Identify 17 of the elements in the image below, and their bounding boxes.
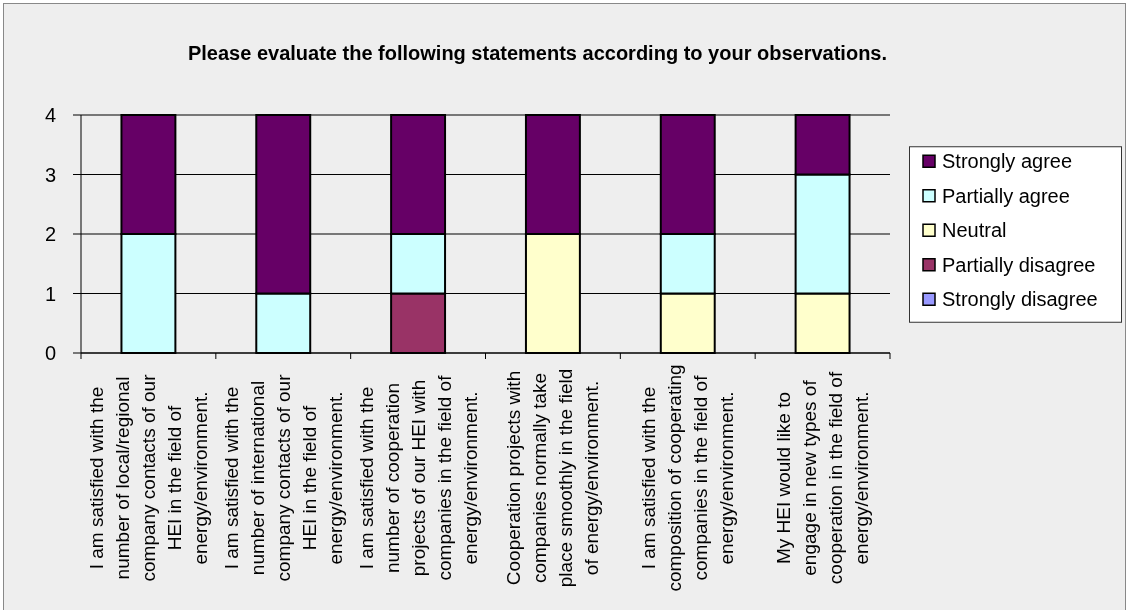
- y-tick-label: 1: [44, 282, 56, 305]
- x-tick-label: I am satisfied with the number of international company contacts of our HEI in the field of energy/environment.: [220, 373, 346, 582]
- x-tick-label: My HEI would like to engage in new types of cooperation in the field of energy/environment.: [773, 371, 873, 585]
- x-tick-label: Cooperation projects with companies normally take place smoothly in the field of energy/environment.: [503, 368, 603, 588]
- y-tick-label: 4: [44, 104, 56, 126]
- legend-label: Partially disagree: [942, 253, 1096, 276]
- x-tick-label: I am satisfied with the number of cooperation projects of our HEI with companies in the field of energy/environment.: [355, 374, 481, 581]
- x-tick-label: I am satisfied with the composition of cooperating companies in the field of energy/environment.: [638, 364, 738, 592]
- y-tick-label: 3: [44, 163, 56, 186]
- legend-label: Strongly agree: [942, 150, 1073, 173]
- y-tick-label: 0: [44, 342, 56, 364]
- chart-title: Please evaluate the following statements according to your observations.: [187, 42, 888, 64]
- y-tick-label: 2: [44, 223, 56, 245]
- x-tick-label: I am satisfied with the number of local/regional company contacts of our HEI in the field of energy/environment.: [85, 373, 211, 582]
- legend-label: Partially agree: [942, 184, 1070, 207]
- legend-label: Neutral: [942, 219, 1007, 242]
- legend-label: Strongly disagree: [942, 288, 1098, 311]
